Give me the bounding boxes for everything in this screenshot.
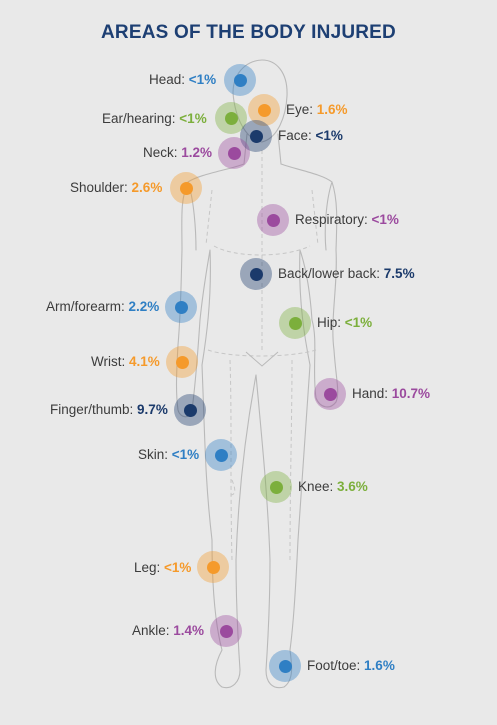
label-value: 1.2% (181, 145, 213, 160)
label-value: 1.4% (173, 623, 205, 638)
label-arm: Arm/forearm: 2.2% (46, 298, 159, 316)
label-wrist: Wrist: 4.1% (91, 353, 160, 371)
label-name: Hip: (317, 315, 345, 330)
marker-dot (269, 480, 283, 494)
label-value: <1% (188, 72, 217, 87)
marker-dot (214, 448, 228, 462)
label-respiratory: Respiratory: <1% (295, 211, 399, 229)
label-name: Skin: (138, 447, 172, 462)
label-name: Leg: (134, 560, 165, 575)
label-value: <1% (371, 212, 399, 227)
marker-dot (288, 316, 302, 330)
label-back: Back/lower back: 7.5% (278, 265, 415, 283)
label-ear: Ear/hearing: <1% (102, 110, 207, 128)
label-skin: Skin: <1% (138, 446, 199, 464)
marker-dot (278, 659, 292, 673)
label-name: Back/lower back: (278, 266, 384, 281)
label-value: 10.7% (391, 386, 431, 401)
label-knee: Knee: 3.6% (298, 478, 368, 496)
marker-dot (249, 129, 263, 143)
label-foot: Foot/toe: 1.6% (307, 657, 395, 675)
label-shoulder: Shoulder: 2.6% (70, 179, 162, 197)
label-value: <1% (179, 111, 207, 126)
label-name: Wrist: (91, 354, 129, 369)
label-eye: Eye: 1.6% (286, 101, 348, 119)
label-value: <1% (344, 315, 373, 330)
label-value: 3.6% (337, 479, 368, 494)
label-ankle: Ankle: 1.4% (132, 622, 204, 640)
label-name: Finger/thumb: (50, 402, 138, 417)
marker-dot (179, 181, 193, 195)
label-finger: Finger/thumb: 9.7% (50, 401, 168, 419)
label-value: 4.1% (129, 354, 160, 369)
marker-dot (249, 267, 263, 281)
label-head: Head: <1% (149, 71, 216, 89)
marker-dot (323, 387, 337, 401)
marker-dot (266, 213, 280, 227)
label-value: <1% (171, 447, 200, 462)
label-neck: Neck: 1.2% (143, 144, 212, 162)
label-name: Foot/toe: (307, 658, 365, 673)
marker-dot (175, 355, 189, 369)
label-name: Ankle: (132, 623, 174, 638)
marker-dot (183, 403, 197, 417)
page-title: AREAS OF THE BODY INJURED (101, 22, 396, 43)
label-value: 1.6% (364, 658, 395, 673)
label-value: 2.2% (128, 299, 160, 314)
label-value: 7.5% (383, 266, 415, 281)
label-name: Face: (278, 128, 316, 143)
label-name: Eye: (286, 102, 317, 117)
label-hip: Hip: <1% (317, 314, 372, 332)
label-value: <1% (164, 560, 192, 575)
marker-dot (206, 560, 220, 574)
marker-dot (257, 103, 271, 117)
label-name: Arm/forearm: (46, 299, 129, 314)
label-leg: Leg: <1% (134, 559, 191, 577)
label-name: Hand: (352, 386, 392, 401)
label-face: Face: <1% (278, 127, 343, 145)
marker-dot (227, 146, 241, 160)
label-name: Head: (149, 72, 189, 87)
label-value: <1% (315, 128, 343, 143)
label-name: Shoulder: (70, 180, 132, 195)
marker-dot (224, 111, 238, 125)
label-name: Respiratory: (295, 212, 372, 227)
label-value: 1.6% (316, 102, 348, 117)
label-value: 2.6% (131, 180, 163, 195)
label-name: Knee: (298, 479, 338, 494)
label-name: Ear/hearing: (102, 111, 180, 126)
marker-dot (233, 73, 247, 87)
marker-dot (174, 300, 188, 314)
marker-dot (219, 624, 233, 638)
label-hand: Hand: 10.7% (352, 385, 430, 403)
label-value: 9.7% (137, 402, 168, 417)
label-name: Neck: (143, 145, 182, 160)
